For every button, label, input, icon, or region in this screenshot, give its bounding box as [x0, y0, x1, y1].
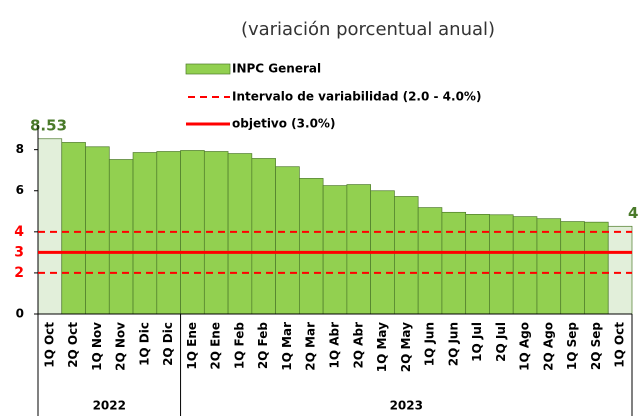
data-label: 4.27 — [628, 204, 639, 222]
bar — [299, 178, 324, 315]
bar — [465, 214, 490, 315]
group-label: 2023 — [390, 399, 423, 413]
x-tick-label: 1Q Jun — [423, 322, 437, 366]
bar — [441, 211, 467, 315]
x-tick-label: 1Q Mar — [280, 322, 294, 371]
x-tick-label: 2Q May — [399, 322, 413, 372]
x-tick-label: 2Q Ago — [541, 322, 555, 371]
bar — [132, 152, 158, 315]
bar — [251, 158, 276, 315]
x-tick-label: 1Q Dic — [137, 322, 151, 366]
bar — [346, 184, 371, 315]
legend-label: objetivo (3.0%) — [232, 117, 335, 131]
bar — [584, 221, 609, 315]
x-tick-label: 1Q Ene — [185, 322, 199, 370]
bar — [322, 185, 348, 315]
x-tick-label: 1Q Oct — [613, 322, 627, 368]
legend-swatch — [185, 63, 231, 75]
x-tick-label: 2Q Feb — [256, 322, 270, 370]
x-tick-label: 2Q Jul — [494, 322, 508, 362]
y-tick-label: 0 — [16, 307, 24, 321]
x-tick-label: 2Q Oct — [66, 322, 80, 368]
y-tick-label: 8 — [16, 142, 24, 156]
x-tick-label: 2Q Abr — [351, 322, 365, 369]
bar — [560, 221, 585, 315]
x-tick-label: 2Q Jun — [446, 322, 460, 366]
bar — [536, 218, 562, 315]
x-tick-label: 1Q Sep — [565, 322, 579, 371]
x-tick-label: 1Q Feb — [232, 322, 246, 370]
bar — [85, 146, 110, 315]
x-tick-label: 2Q Sep — [589, 322, 603, 371]
bar — [417, 207, 443, 315]
x-tick-label: 1Q Jul — [470, 322, 484, 362]
x-tick-label: 2Q Ene — [209, 322, 223, 370]
x-tick-label: 2Q Mar — [304, 322, 318, 371]
target-label: 3 — [14, 244, 24, 260]
legend-label: INPC General — [232, 62, 321, 76]
bar — [108, 159, 134, 315]
x-tick-label: 1Q Ago — [518, 322, 532, 371]
bar — [61, 142, 86, 315]
x-tick-label: 1Q Nov — [90, 322, 104, 371]
x-tick-label: 1Q May — [375, 322, 389, 372]
bar — [227, 153, 253, 315]
group-label: 2022 — [93, 399, 126, 413]
x-tick-label: 2Q Dic — [161, 322, 175, 366]
chart-subtitle: (variación porcentual anual) — [241, 19, 495, 40]
y-tick-label: 2 — [14, 265, 24, 281]
y-tick-label: 4 — [14, 224, 24, 240]
bar — [394, 196, 419, 315]
bar — [607, 225, 633, 315]
bar — [489, 214, 514, 315]
x-tick-label: 2Q Nov — [114, 322, 128, 371]
x-tick-label: 1Q Oct — [42, 322, 56, 368]
bar — [275, 166, 300, 315]
x-tick-label: 1Q Abr — [328, 322, 342, 369]
data-label: 8.53 — [30, 116, 67, 134]
y-tick-label: 6 — [16, 183, 24, 197]
legend-label: Intervalo de variabilidad (2.0 - 4.0%) — [232, 90, 481, 104]
bar — [37, 138, 63, 315]
